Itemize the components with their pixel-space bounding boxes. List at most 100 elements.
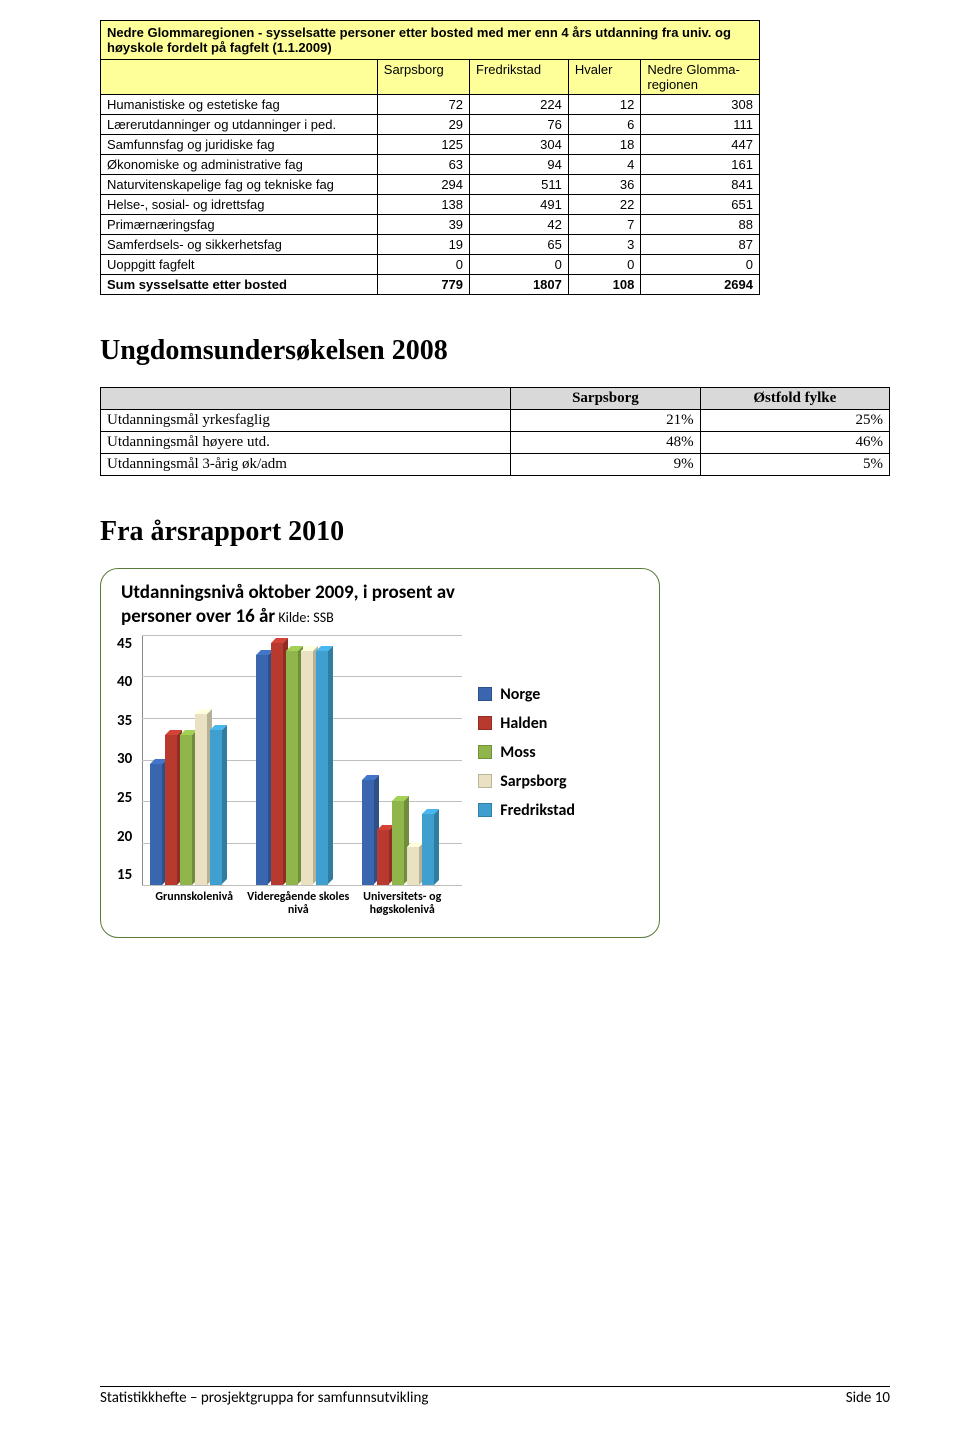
- row-value: 3: [568, 235, 640, 255]
- bar: [165, 735, 177, 885]
- row-value: 42: [470, 215, 569, 235]
- table2-h1: Østfold fylke: [700, 388, 889, 410]
- chart-y-axis: 45403530252015: [117, 635, 138, 885]
- row-value: 9%: [511, 454, 700, 476]
- table-row: Uoppgitt fagfelt0000: [101, 255, 760, 275]
- table-row: Helse-, sosial- og idrettsfag13849122651: [101, 195, 760, 215]
- chart-title: Utdanningsnivå oktober 2009, i prosent a…: [121, 581, 643, 629]
- row-value: 0: [377, 255, 469, 275]
- row-value: 308: [641, 95, 760, 115]
- row-value: 224: [470, 95, 569, 115]
- row-value: 0: [641, 255, 760, 275]
- legend-item: Halden: [478, 714, 575, 733]
- legend-item: Fredrikstad: [478, 801, 575, 820]
- row-value: 72: [377, 95, 469, 115]
- chart-title-line1: Utdanningsnivå oktober 2009, i prosent a…: [121, 581, 455, 604]
- table1-sum-v3: 2694: [641, 275, 760, 295]
- x-tick-label: Videregående skoles nivå: [246, 885, 350, 919]
- row-value: 39: [377, 215, 469, 235]
- row-value: 447: [641, 135, 760, 155]
- y-tick-label: 20: [117, 828, 132, 846]
- chart-title-line2: personer over 16 år: [121, 605, 275, 628]
- bar: [316, 651, 328, 884]
- row-label: Samfunnsfag og juridiske fag: [101, 135, 378, 155]
- table1-h1: Fredrikstad: [470, 60, 569, 95]
- row-value: 87: [641, 235, 760, 255]
- bar: [392, 801, 404, 884]
- y-tick-label: 45: [117, 635, 132, 653]
- x-tick-label: Universitets- og høgskolenivå: [350, 885, 454, 919]
- row-label: Humanistiske og estetiske fag: [101, 95, 378, 115]
- chart-panel: Utdanningsnivå oktober 2009, i prosent a…: [100, 568, 660, 938]
- section1-heading: Ungdomsundersøkelsen 2008: [100, 335, 890, 367]
- table-row: Samfunnsfag og juridiske fag12530418447: [101, 135, 760, 155]
- bar: [271, 643, 283, 885]
- y-tick-label: 30: [117, 750, 132, 768]
- row-label: Utdanningsmål yrkesfaglig: [101, 410, 511, 432]
- legend-label: Sarpsborg: [500, 772, 566, 791]
- row-label: Naturvitenskapelige fag og tekniske fag: [101, 175, 378, 195]
- row-value: 6: [568, 115, 640, 135]
- table-row: Utdanningsmål høyere utd.48%46%: [101, 432, 890, 454]
- chart-x-labels: GrunnskolenivåVideregående skoles nivåUn…: [142, 885, 462, 919]
- table1-sum-v1: 1807: [470, 275, 569, 295]
- row-value: 19: [377, 235, 469, 255]
- row-label: Utdanningsmål 3-årig øk/adm: [101, 454, 511, 476]
- table-row: Utdanningsmål 3-årig øk/adm9%5%: [101, 454, 890, 476]
- row-value: 5%: [700, 454, 889, 476]
- row-value: 0: [568, 255, 640, 275]
- table-row: Humanistiske og estetiske fag7222412308: [101, 95, 760, 115]
- bar: [195, 714, 207, 885]
- legend-label: Fredrikstad: [500, 801, 575, 820]
- legend-swatch: [478, 745, 492, 759]
- row-value: 511: [470, 175, 569, 195]
- row-value: 304: [470, 135, 569, 155]
- table1-sum-v0: 779: [377, 275, 469, 295]
- row-value: 65: [470, 235, 569, 255]
- row-value: 651: [641, 195, 760, 215]
- row-value: 36: [568, 175, 640, 195]
- row-value: 0: [470, 255, 569, 275]
- table1-h2: Hvaler: [568, 60, 640, 95]
- y-tick-label: 40: [117, 673, 132, 691]
- row-value: 88: [641, 215, 760, 235]
- y-tick-label: 35: [117, 712, 132, 730]
- table1-h0: Sarpsborg: [377, 60, 469, 95]
- footer-right: Side 10: [846, 1389, 890, 1407]
- row-label: Utdanningsmål høyere utd.: [101, 432, 511, 454]
- bar: [150, 764, 162, 885]
- legend-label: Norge: [500, 685, 540, 704]
- legend-swatch: [478, 687, 492, 701]
- row-value: 491: [470, 195, 569, 215]
- row-value: 841: [641, 175, 760, 195]
- bar: [210, 730, 222, 884]
- row-value: 48%: [511, 432, 700, 454]
- legend-label: Halden: [500, 714, 547, 733]
- bar: [362, 780, 374, 884]
- row-value: 18: [568, 135, 640, 155]
- row-label: Helse-, sosial- og idrettsfag: [101, 195, 378, 215]
- row-value: 125: [377, 135, 469, 155]
- row-value: 12: [568, 95, 640, 115]
- table1-sum-label: Sum sysselsatte etter bosted: [101, 275, 378, 295]
- x-tick-label: Grunnskolenivå: [142, 885, 246, 919]
- table1-h3: Nedre Glomma-regionen: [641, 60, 760, 95]
- bar: [407, 847, 419, 885]
- chart-legend: Norge Halden Moss Sarpsborg Fredrikstad: [478, 675, 575, 830]
- row-value: 7: [568, 215, 640, 235]
- legend-item: Moss: [478, 743, 575, 762]
- row-label: Lærerutdanninger og utdanninger i ped.: [101, 115, 378, 135]
- table1-sum-v2: 108: [568, 275, 640, 295]
- row-value: 25%: [700, 410, 889, 432]
- table-row: Økonomiske og administrative fag63944161: [101, 155, 760, 175]
- table-row: Utdanningsmål yrkesfaglig21%25%: [101, 410, 890, 432]
- chart-title-sub: Kilde: SSB: [275, 609, 334, 626]
- legend-swatch: [478, 716, 492, 730]
- y-tick-label: 25: [117, 789, 132, 807]
- row-value: 46%: [700, 432, 889, 454]
- section2-heading: Fra årsrapport 2010: [100, 516, 890, 548]
- row-value: 22: [568, 195, 640, 215]
- table-row: Samferdsels- og sikkerhetsfag1965387: [101, 235, 760, 255]
- table-fagfelt: Nedre Glommaregionen - sysselsatte perso…: [100, 20, 760, 295]
- legend-swatch: [478, 803, 492, 817]
